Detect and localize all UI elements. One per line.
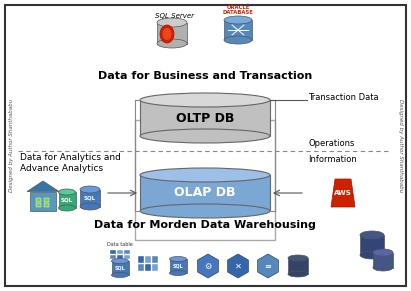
Ellipse shape bbox=[157, 18, 187, 27]
Text: AWS: AWS bbox=[334, 190, 352, 196]
Ellipse shape bbox=[288, 255, 308, 261]
Ellipse shape bbox=[224, 36, 252, 44]
Text: ✕: ✕ bbox=[235, 262, 242, 271]
Text: Data for Morden Data Warehousing: Data for Morden Data Warehousing bbox=[94, 220, 316, 230]
Text: Designed by Author Shanthababu: Designed by Author Shanthababu bbox=[397, 99, 402, 192]
Ellipse shape bbox=[80, 186, 100, 193]
Ellipse shape bbox=[140, 204, 270, 218]
Ellipse shape bbox=[162, 28, 171, 40]
FancyBboxPatch shape bbox=[145, 256, 151, 263]
FancyBboxPatch shape bbox=[110, 250, 116, 254]
Ellipse shape bbox=[140, 168, 270, 182]
Polygon shape bbox=[258, 254, 278, 278]
FancyBboxPatch shape bbox=[288, 258, 308, 274]
Ellipse shape bbox=[169, 256, 187, 262]
FancyBboxPatch shape bbox=[5, 5, 406, 286]
Ellipse shape bbox=[58, 189, 76, 195]
Ellipse shape bbox=[360, 231, 384, 239]
Text: SQL: SQL bbox=[84, 196, 96, 200]
Text: SQL: SQL bbox=[61, 198, 73, 203]
FancyBboxPatch shape bbox=[124, 255, 130, 259]
Ellipse shape bbox=[58, 205, 76, 211]
Text: SQL Server: SQL Server bbox=[155, 13, 194, 19]
Ellipse shape bbox=[111, 272, 129, 278]
FancyBboxPatch shape bbox=[36, 203, 41, 207]
Text: Designed by Author Shanthababu: Designed by Author Shanthababu bbox=[9, 99, 14, 192]
Text: Data for Analytics and
Advance Analytics: Data for Analytics and Advance Analytics bbox=[20, 153, 121, 173]
Polygon shape bbox=[27, 181, 59, 191]
Text: ⚙: ⚙ bbox=[204, 262, 212, 271]
Ellipse shape bbox=[140, 93, 270, 107]
FancyBboxPatch shape bbox=[36, 198, 41, 202]
Text: ≡: ≡ bbox=[265, 262, 272, 271]
FancyBboxPatch shape bbox=[360, 235, 384, 255]
FancyBboxPatch shape bbox=[44, 198, 49, 202]
FancyBboxPatch shape bbox=[169, 259, 187, 273]
Text: OLAP DB: OLAP DB bbox=[174, 187, 236, 200]
Ellipse shape bbox=[160, 25, 174, 43]
Text: SQL: SQL bbox=[115, 265, 125, 271]
Text: Information: Information bbox=[308, 155, 357, 164]
Ellipse shape bbox=[288, 271, 308, 277]
Ellipse shape bbox=[169, 271, 187, 276]
Ellipse shape bbox=[373, 264, 393, 271]
FancyBboxPatch shape bbox=[145, 264, 151, 271]
Polygon shape bbox=[198, 254, 218, 278]
FancyBboxPatch shape bbox=[117, 255, 123, 259]
FancyBboxPatch shape bbox=[124, 250, 130, 254]
Ellipse shape bbox=[80, 203, 100, 210]
FancyBboxPatch shape bbox=[152, 256, 158, 263]
Ellipse shape bbox=[224, 16, 252, 24]
FancyBboxPatch shape bbox=[30, 191, 56, 211]
Text: Transaction Data: Transaction Data bbox=[308, 93, 379, 102]
FancyBboxPatch shape bbox=[111, 261, 129, 275]
Ellipse shape bbox=[373, 249, 393, 256]
FancyBboxPatch shape bbox=[138, 256, 144, 263]
Ellipse shape bbox=[111, 258, 129, 263]
FancyBboxPatch shape bbox=[140, 100, 270, 136]
FancyBboxPatch shape bbox=[140, 175, 270, 211]
Polygon shape bbox=[331, 179, 355, 207]
FancyBboxPatch shape bbox=[58, 192, 76, 208]
FancyBboxPatch shape bbox=[138, 264, 144, 271]
FancyBboxPatch shape bbox=[373, 253, 393, 267]
Text: Data for Business and Transaction: Data for Business and Transaction bbox=[98, 71, 312, 81]
Text: ORACLE
DATABASE: ORACLE DATABASE bbox=[223, 5, 254, 15]
Ellipse shape bbox=[157, 39, 187, 48]
FancyBboxPatch shape bbox=[117, 250, 123, 254]
Text: OLTP DB: OLTP DB bbox=[176, 111, 234, 125]
Text: Operations: Operations bbox=[308, 139, 354, 148]
Ellipse shape bbox=[360, 251, 384, 259]
Text: SQL: SQL bbox=[173, 263, 183, 269]
FancyBboxPatch shape bbox=[44, 203, 49, 207]
FancyBboxPatch shape bbox=[110, 255, 116, 259]
Ellipse shape bbox=[140, 129, 270, 143]
FancyBboxPatch shape bbox=[80, 189, 100, 207]
FancyBboxPatch shape bbox=[152, 264, 158, 271]
FancyBboxPatch shape bbox=[157, 22, 187, 43]
FancyBboxPatch shape bbox=[224, 20, 252, 40]
Text: Data table: Data table bbox=[107, 242, 133, 248]
Polygon shape bbox=[228, 254, 248, 278]
